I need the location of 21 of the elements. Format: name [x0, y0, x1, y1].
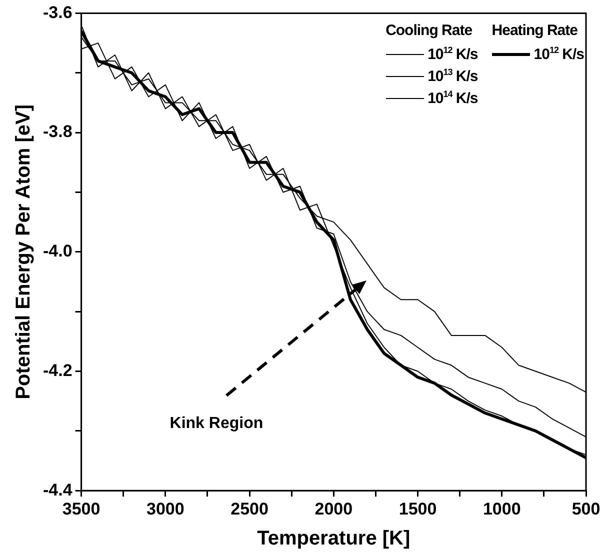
legend-label: 10$^{12}$ K/s [428, 45, 478, 63]
x-tick-label: 1000 [482, 499, 521, 518]
x-tick-label: 3000 [146, 499, 184, 518]
x-axis-title: Temperature [K] [257, 528, 410, 550]
legend-title: Cooling Rate [386, 22, 474, 39]
x-tick-label: 3500 [62, 499, 100, 518]
legend-label: 10$^{12}$ K/s [534, 45, 584, 63]
x-tick-label: 1500 [398, 499, 437, 518]
y-axis-title: Potential Energy Per Atom [eV] [12, 104, 35, 400]
y-tick-label: -4.2 [42, 360, 72, 380]
y-tick-label: -4.4 [42, 480, 73, 500]
y-tick-label: -3.6 [42, 2, 72, 22]
legend-label: 10$^{13}$ K/s [428, 67, 478, 85]
y-tick-label: -3.8 [42, 122, 72, 142]
y-tick-label: -4.0 [42, 242, 72, 261]
annotation: Kink Region [170, 414, 264, 432]
x-tick-label: 2000 [314, 499, 353, 518]
annotation: Heating Rate [492, 22, 578, 39]
x-tick-label: 500 [572, 499, 600, 518]
legend-label: 10$^{14}$ K/s [428, 89, 478, 107]
x-tick-label: 2500 [230, 499, 268, 518]
